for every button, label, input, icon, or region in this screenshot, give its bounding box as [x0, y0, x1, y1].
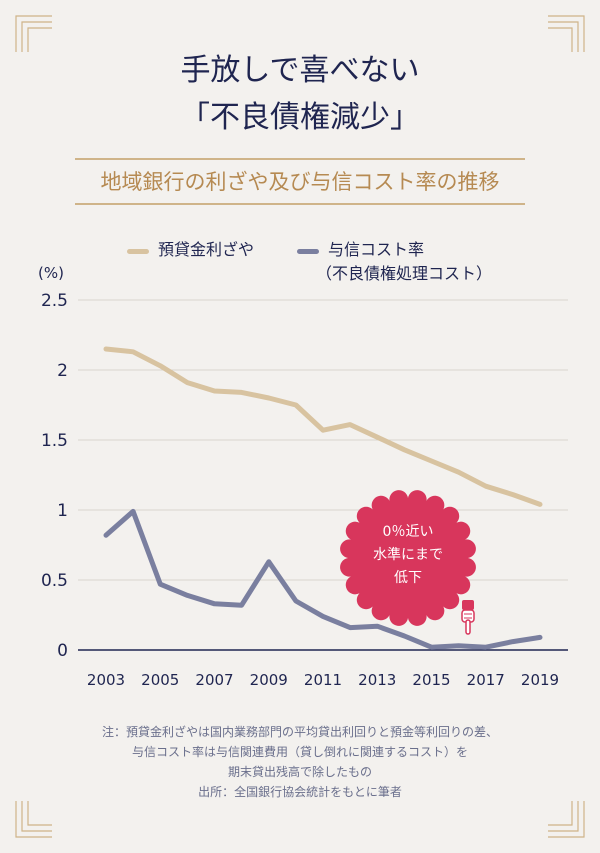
y-tick-label: 0.5: [41, 571, 68, 591]
x-tick-label: 2013: [358, 671, 396, 689]
y-tick-label: 1.5: [41, 431, 68, 451]
footnote-line1: 注：預貸金利ざやは国内業務部門の平均貸出利回りと預金等利回りの差、: [101, 725, 498, 739]
series-line-lending-spread: [103, 346, 543, 507]
x-tick-label: 2011: [304, 671, 342, 689]
footnote-line3: 期末貸出残高で除したもの: [227, 765, 372, 779]
x-tick-label: 2017: [467, 671, 505, 689]
y-tick-label: 0: [57, 641, 68, 661]
corner-ornament-bottom-left: [14, 799, 54, 839]
callout-text-line2: 水準にまで: [373, 547, 443, 563]
legend-swatch-series1: [127, 249, 149, 254]
callout-badge: 0％近い 水準にまで 低下: [340, 490, 476, 626]
y-axis-unit-label: (%): [38, 264, 64, 282]
x-tick-label: 2019: [521, 671, 559, 689]
chart-subtitle: 地域銀行の利ざや及び与信コスト率の推移: [100, 170, 500, 194]
x-tick-label: 2007: [195, 671, 233, 689]
subtitle-top-rule: [75, 158, 525, 160]
corner-ornament-top-right: [546, 14, 586, 54]
footnote-source: 出所：全国銀行協会統計をもとに筆者: [198, 785, 402, 799]
y-tick-label: 1: [57, 501, 68, 521]
y-tick-label: 2.5: [41, 291, 68, 311]
corner-ornament-top-left: [14, 14, 54, 54]
page-title-line2: 「不良債権減少」: [180, 100, 420, 135]
subtitle-bottom-rule: [75, 203, 525, 205]
corner-ornament-bottom-right: [546, 799, 586, 839]
x-tick-label: 2005: [141, 671, 179, 689]
series-line-credit-cost-ratio: [103, 508, 543, 650]
legend-label-series2-line1: 与信コスト率: [328, 240, 425, 259]
callout-text-line3: 低下: [394, 570, 422, 586]
footnote-line2: 与信コスト率は与信関連費用（貸し倒れに関連するコスト）を: [131, 745, 468, 759]
callout-text-line1: 0％近い: [383, 524, 434, 540]
callout-scalloped-badge: [340, 490, 476, 626]
pointing-hand-icon: [461, 600, 475, 635]
y-tick-label: 2: [57, 361, 68, 381]
legend-swatch-series2: [297, 249, 319, 254]
x-tick-label: 2015: [412, 671, 450, 689]
legend-label-series1: 預貸金利ざや: [158, 240, 255, 259]
page-title-line1: 手放しで喜べない: [180, 53, 420, 88]
x-tick-label: 2009: [250, 671, 288, 689]
x-tick-label: 2003: [87, 671, 125, 689]
legend-label-series2-line2: （不良債権処理コスト）: [316, 264, 493, 283]
